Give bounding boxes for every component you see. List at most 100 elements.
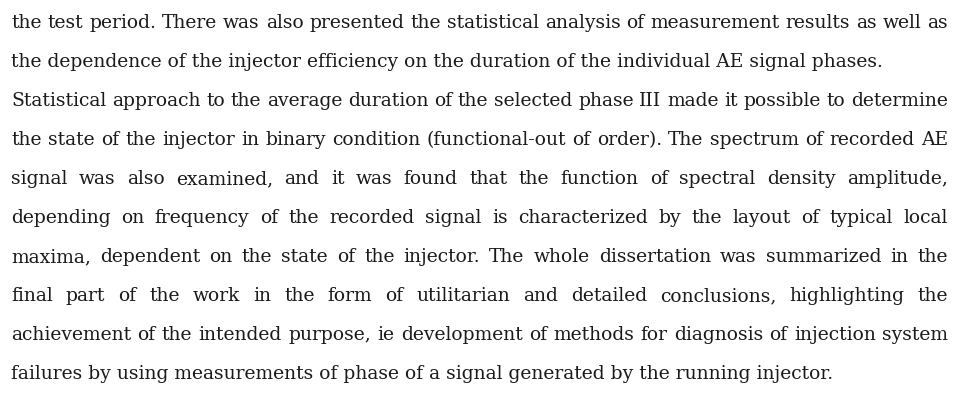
Text: the: the [519,170,550,188]
Text: possible: possible [743,92,821,110]
Text: spectral: spectral [679,170,756,188]
Text: final: final [11,287,53,305]
Text: is: is [492,209,507,227]
Text: layout: layout [733,209,790,227]
Text: to: to [827,92,846,110]
Text: on: on [209,248,232,266]
Text: of: of [386,287,404,305]
Text: state: state [281,248,328,266]
Text: There: There [162,14,217,32]
Text: the: the [410,14,441,32]
Text: selected: selected [494,92,573,110]
Text: of: of [801,209,819,227]
Text: of: of [769,326,787,344]
Text: frequency: frequency [154,209,249,227]
Text: phase: phase [578,92,634,110]
Text: condition: condition [332,131,420,149]
Text: it: it [331,170,344,188]
Text: injection: injection [794,326,876,344]
Text: the: the [125,131,155,149]
Text: of: of [650,170,668,188]
Text: Statistical: Statistical [11,92,106,110]
Text: maxima,: maxima, [11,248,91,266]
Text: of: of [118,287,136,305]
Text: in: in [253,287,271,305]
Text: that: that [469,170,507,188]
Text: analysis: analysis [545,14,620,32]
Text: system: system [882,326,948,344]
Text: approach: approach [112,92,200,110]
Text: order).: order). [596,131,662,149]
Text: the: the [11,131,41,149]
Text: binary: binary [266,131,326,149]
Text: results: results [785,14,850,32]
Text: dependent: dependent [100,248,200,266]
Text: average: average [267,92,342,110]
Text: summarized: summarized [766,248,881,266]
Text: found: found [404,170,457,188]
Text: and: and [523,287,558,305]
Text: the: the [918,248,948,266]
Text: the: the [457,92,488,110]
Text: determine: determine [852,92,948,110]
Text: AE: AE [921,131,948,149]
Text: conclusions,: conclusions, [660,287,777,305]
Text: depending: depending [11,209,110,227]
Text: characterized: characterized [518,209,648,227]
Text: achievement: achievement [11,326,131,344]
Text: of: of [260,209,278,227]
Text: density: density [767,170,835,188]
Text: made: made [667,92,718,110]
Text: in: in [241,131,259,149]
Text: failures by using measurements of phase of a signal generated by the running inj: failures by using measurements of phase … [11,365,833,383]
Text: period.: period. [89,14,156,32]
Text: the: the [284,287,315,305]
Text: of: of [337,248,355,266]
Text: as: as [856,14,877,32]
Text: detailed: detailed [571,287,647,305]
Text: the: the [242,248,272,266]
Text: also: also [127,170,165,188]
Text: statistical: statistical [447,14,539,32]
Text: intended: intended [199,326,282,344]
Text: work: work [193,287,240,305]
Text: injector.: injector. [404,248,480,266]
Text: of: of [101,131,119,149]
Text: the: the [691,209,722,227]
Text: for: for [641,326,667,344]
Text: III: III [640,92,662,110]
Text: it: it [724,92,737,110]
Text: the: the [918,287,948,305]
Text: to: to [206,92,225,110]
Text: in: in [891,248,908,266]
Text: the: the [11,14,41,32]
Text: local: local [903,209,948,227]
Text: was: was [356,170,392,188]
Text: of: of [528,326,547,344]
Text: of: of [805,131,823,149]
Text: recorded: recorded [330,209,414,227]
Text: signal: signal [11,170,67,188]
Text: measurement: measurement [650,14,780,32]
Text: duration: duration [348,92,429,110]
Text: presented: presented [310,14,405,32]
Text: also: also [266,14,303,32]
Text: was: was [79,170,115,188]
Text: ie: ie [378,326,394,344]
Text: the dependence of the injector efficiency on the duration of the individual AE s: the dependence of the injector efficienc… [11,53,883,71]
Text: the: the [230,92,261,110]
Text: of: of [626,14,644,32]
Text: injector: injector [162,131,235,149]
Text: function: function [560,170,639,188]
Text: recorded: recorded [830,131,915,149]
Text: The: The [668,131,704,149]
Text: state: state [48,131,94,149]
Text: on: on [121,209,145,227]
Text: of: of [434,92,453,110]
Text: test: test [47,14,83,32]
Text: well: well [882,14,922,32]
Text: of: of [573,131,591,149]
Text: examined,: examined, [176,170,273,188]
Text: development: development [401,326,523,344]
Text: typical: typical [830,209,893,227]
